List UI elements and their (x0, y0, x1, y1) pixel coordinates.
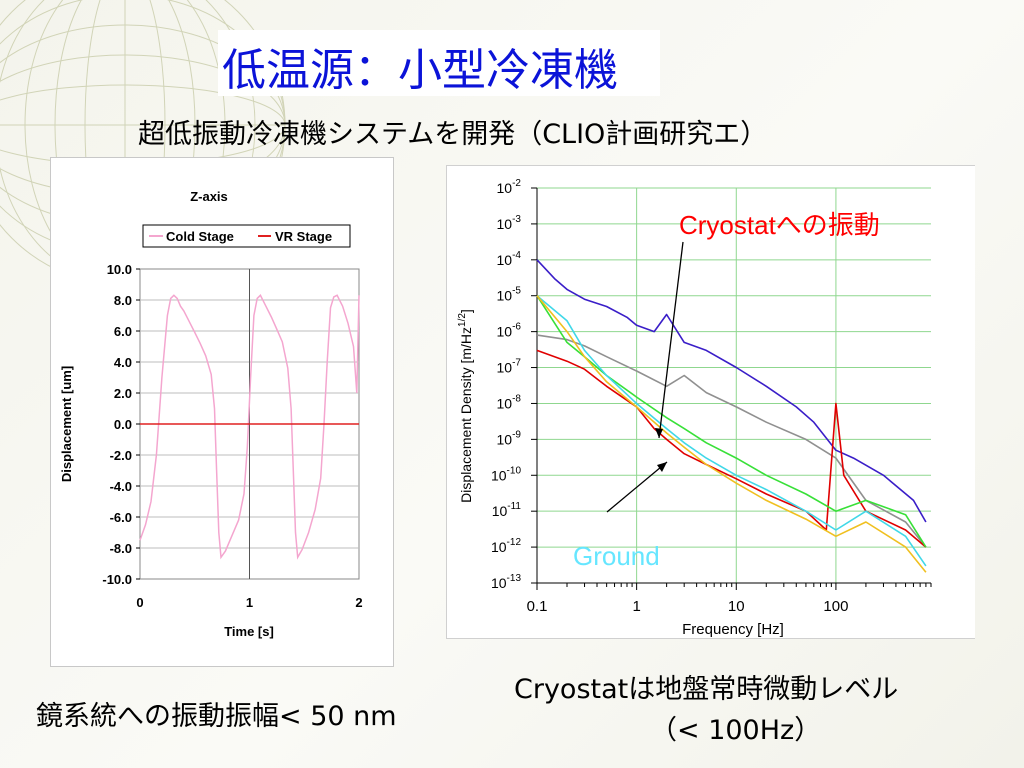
chart2-ytick-label: 10-7 (497, 358, 522, 376)
chart2-ytick-label: 10-6 (497, 322, 522, 340)
chart2-ytick-label: 10-8 (497, 393, 522, 411)
chart1-ylabel: Displacement [um] (59, 366, 74, 482)
chart1-ytick-label: -10.0 (102, 572, 132, 587)
chart1-xlabel: Time [s] (224, 624, 274, 639)
chart1-ytick-label: 2.0 (114, 386, 132, 401)
chart2-xtick-label: 100 (823, 598, 848, 615)
arrow-cryostat (658, 241, 684, 439)
chart2-ytick-label: 10-4 (497, 250, 522, 268)
arrow-ground (606, 461, 668, 513)
chart2-series-blue (536, 259, 927, 523)
chart2-series-green (536, 295, 927, 548)
chart1-ytick-label: 6.0 (114, 324, 132, 339)
chart2-ytick-label: 10-10 (491, 465, 521, 483)
chart2-xtick-label: 0.1 (527, 598, 548, 615)
chart1-ytick-label: 0.0 (114, 417, 132, 432)
title-background (218, 30, 660, 96)
chart1-ytick-label: -2.0 (110, 448, 132, 463)
annotation-cryostat: Cryostatへの振動 (679, 210, 880, 240)
time-chart: Z-axis Cold Stage VR Stage 10.08.06.04.0… (59, 189, 363, 639)
arrowhead-ground (657, 462, 667, 472)
caption-left: 鏡系統への振動振幅< 50 nm (36, 701, 397, 732)
chart1-title: Z-axis (190, 189, 228, 204)
chart2-ytick-label: 10-9 (497, 429, 522, 447)
arrowhead-cryostat (655, 428, 663, 438)
chart2-series-yellow (536, 295, 927, 573)
chart1-legend: Cold Stage VR Stage (142, 224, 351, 248)
legend-cold-stage: Cold Stage (166, 229, 234, 244)
chart1-ytick-label: -6.0 (110, 510, 132, 525)
chart2-ytick-label: 10-5 (497, 286, 522, 304)
chart1-ytick-label: 8.0 (114, 293, 132, 308)
legend-vr-stage: VR Stage (275, 229, 332, 244)
chart1-series-cold-stage (139, 294, 360, 560)
chart1-ytick-label: -4.0 (110, 479, 132, 494)
chart1-ytick-label: -8.0 (110, 541, 132, 556)
chart2-ytick-label: 10-12 (491, 537, 521, 555)
caption-right-line1: Cryostatは地盤常時微動レベル (514, 674, 899, 705)
slide-subtitle: 超低振動冷凍機システムを開発（CLIO計画研究エ） (138, 119, 768, 150)
chart1-xtick-label: 1 (246, 595, 253, 610)
chart2-ylabel: Displacement Density [m/Hz1/2] (457, 309, 474, 503)
chart1-ytick-label: 10.0 (107, 262, 132, 277)
spectrum-chart-panel: 10-2 10-3 10-4 10-5 10-6 10-7 10-8 10-9 10-10 10-… (446, 165, 975, 639)
chart2-series-cyan (536, 295, 927, 567)
chart2-xtick-label: 10 (728, 598, 745, 615)
chart2-ytick-label: 10-11 (492, 501, 522, 519)
chart2-ytick-label: 10-3 (497, 214, 522, 232)
chart2-ytick-label: 10-2 (497, 178, 522, 196)
caption-right-line2: （< 100Hz） (650, 715, 822, 746)
annotation-ground: Ground (573, 541, 660, 571)
chart2-xlabel: Frequency [Hz] (682, 621, 784, 638)
chart2-series-red (536, 349, 927, 548)
chart2-ytick-label: 10-13 (491, 573, 521, 591)
slide-title: 低温源：小型冷凍機 (222, 45, 618, 96)
chart2-xtick-label: 1 (632, 598, 640, 615)
chart1-xtick-label: 2 (355, 595, 362, 610)
time-chart-panel: Z-axis Cold Stage VR Stage 10.0 8.0 6.0 4.0… (50, 157, 394, 667)
chart2-series-gray (536, 334, 927, 548)
chart1-xtick-label: 0 (136, 595, 143, 610)
chart1-ytick-label: 4.0 (114, 355, 132, 370)
spectrum-chart: 10-2 10-3 10-4 10-5 10-6 10-7 10-8 10-9 10-10 10-… (457, 178, 932, 638)
